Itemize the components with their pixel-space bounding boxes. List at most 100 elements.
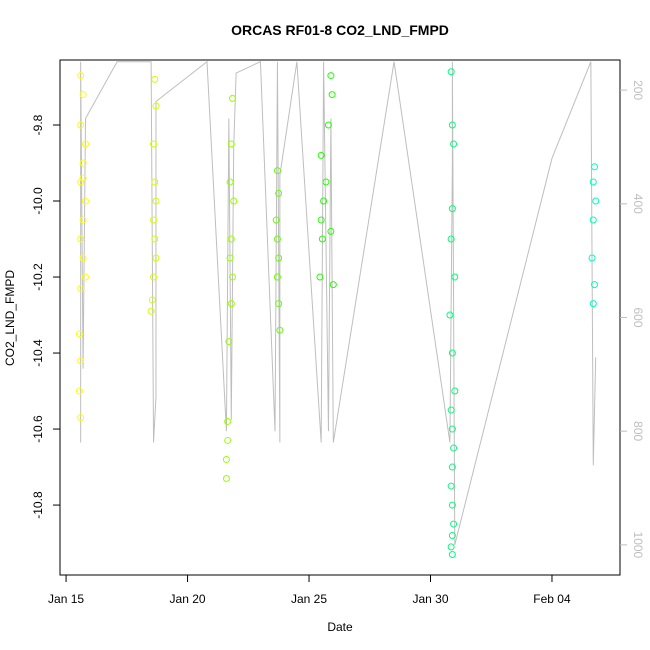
data-point: [447, 543, 455, 551]
y2-tick-label: 800: [631, 421, 645, 441]
data-point: [273, 235, 281, 243]
data-point: [447, 406, 455, 414]
data-point: [448, 531, 456, 539]
data-point: [77, 121, 85, 129]
data-point: [228, 273, 236, 281]
data-point: [589, 216, 597, 224]
data-point: [316, 273, 324, 281]
data-point: [275, 254, 283, 262]
data-point: [82, 140, 90, 148]
data-point: [152, 102, 160, 110]
chart-title: ORCAS RF01-8 CO2_LND_FMPD: [231, 22, 449, 38]
data-point: [150, 216, 158, 224]
data-point: [590, 163, 598, 171]
data-point: [226, 254, 234, 262]
data-point: [77, 284, 85, 292]
y-tick-label: -10.6: [31, 415, 45, 443]
data-point: [79, 159, 87, 167]
data-point: [227, 235, 235, 243]
data-point: [77, 72, 85, 80]
data-point: [152, 254, 160, 262]
data-point: [224, 417, 232, 425]
data-point: [75, 387, 83, 395]
x-tick-label: Jan 15: [48, 592, 84, 606]
data-point: [448, 501, 456, 509]
data-point: [318, 235, 326, 243]
data-point: [79, 254, 87, 262]
data-point: [450, 140, 458, 148]
data-point: [82, 273, 90, 281]
data-point: [320, 197, 328, 205]
data-point: [592, 197, 600, 205]
data-point: [451, 387, 459, 395]
data-point: [77, 414, 85, 422]
y2-tick-label: 600: [631, 307, 645, 327]
x-tick-label: Jan 30: [412, 592, 448, 606]
data-point: [77, 357, 85, 365]
plot-area: [75, 60, 600, 558]
data-point: [589, 300, 597, 308]
data-point: [227, 300, 235, 308]
data-point: [447, 68, 455, 76]
data-point: [276, 326, 284, 334]
y-tick-label: -10.2: [31, 263, 45, 291]
y-tick-label: -9.8: [31, 114, 45, 135]
x-axis-label: Date: [327, 620, 353, 634]
data-point: [322, 178, 330, 186]
data-point: [328, 91, 336, 99]
data-point: [275, 300, 283, 308]
data-point: [77, 235, 85, 243]
data-point: [222, 455, 230, 463]
data-point: [79, 91, 87, 99]
data-point: [451, 273, 459, 281]
data-point: [447, 235, 455, 243]
data-point: [148, 296, 156, 304]
data-point: [588, 254, 596, 262]
data-point: [448, 425, 456, 433]
data-point: [151, 75, 159, 83]
data-point: [590, 281, 598, 289]
data-point: [448, 463, 456, 471]
x-tick-label: Jan 25: [291, 592, 327, 606]
data-point: [448, 205, 456, 213]
data-point: [79, 174, 87, 182]
x-tick-label: Jan 20: [170, 592, 206, 606]
y-axis-label: CO2_LND_FMPD: [3, 270, 17, 366]
y-tick-label: -10.0: [31, 187, 45, 215]
data-point: [224, 436, 232, 444]
data-point: [79, 216, 87, 224]
data-point: [227, 140, 235, 148]
data-point: [230, 197, 238, 205]
data-point: [450, 444, 458, 452]
data-point: [448, 349, 456, 357]
data-point: [152, 197, 160, 205]
data-point: [448, 550, 456, 558]
data-point: [450, 520, 458, 528]
data-point: [589, 178, 597, 186]
data-point: [327, 227, 335, 235]
data-point: [272, 216, 280, 224]
data-point: [324, 121, 332, 129]
y2-tick-label: 400: [631, 194, 645, 214]
data-point: [75, 330, 83, 338]
data-point: [150, 273, 158, 281]
data-point: [447, 482, 455, 490]
data-point: [329, 281, 337, 289]
data-point: [228, 94, 236, 102]
data-point: [317, 151, 325, 159]
data-point: [151, 235, 159, 243]
data-point: [327, 72, 335, 80]
data-point: [275, 189, 283, 197]
x-tick-label: Feb 04: [533, 592, 571, 606]
y2-tick-label: 200: [631, 80, 645, 100]
y-tick-label: -10.4: [31, 339, 45, 367]
data-point: [226, 178, 234, 186]
y2-tick-label: 1000: [631, 532, 645, 559]
data-point: [82, 197, 90, 205]
data-point: [150, 140, 158, 148]
data-point: [151, 178, 159, 186]
data-point: [273, 167, 281, 175]
